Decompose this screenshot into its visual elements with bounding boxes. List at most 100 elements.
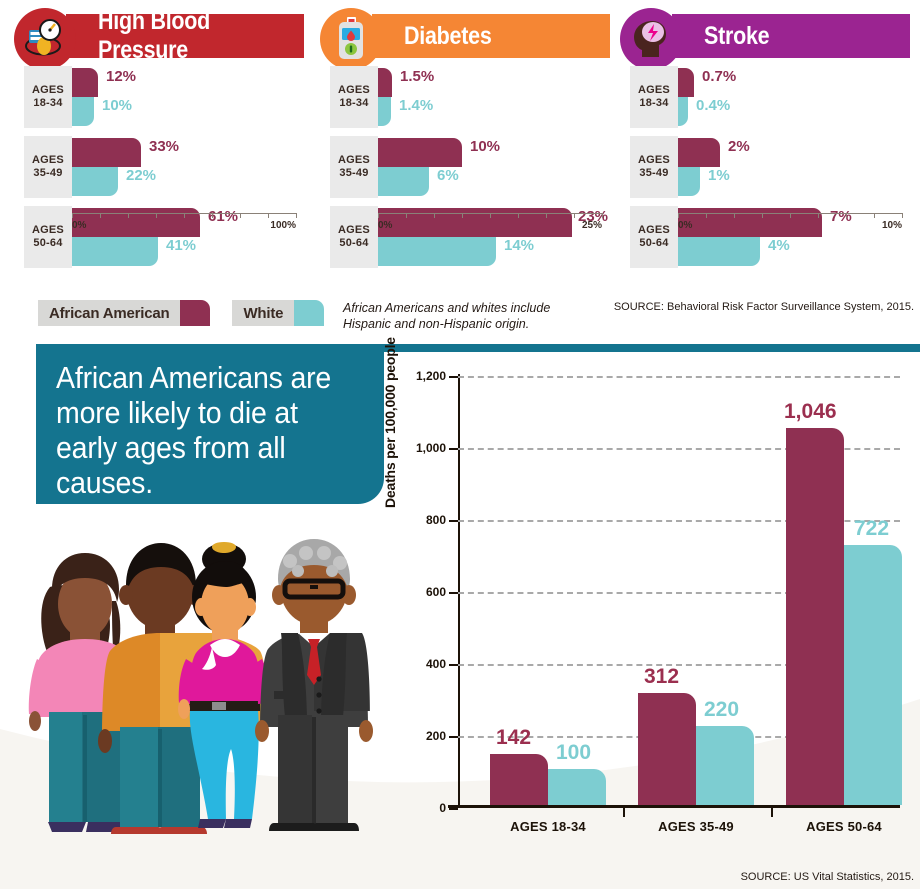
bar-white: [378, 237, 496, 266]
chart-ytick-label: 200: [425, 729, 446, 743]
bar-holder: 61% 41%: [72, 206, 304, 268]
panel-axis: 0% 100%: [72, 213, 297, 237]
axis-min-label: 0%: [378, 220, 393, 231]
person-man-suit: [255, 539, 373, 831]
bar-holder: 33% 22%: [72, 136, 304, 198]
bar-white: [678, 167, 700, 196]
bar-group: AGES 50-64 61% 41%: [14, 206, 304, 268]
chart-xgroup-label: AGES 35-49: [658, 819, 734, 834]
panel-stroke: Stroke AGES 18-34 0.7: [620, 8, 910, 290]
panel-title-bar: High Blood Pressure: [66, 7, 304, 64]
legend-item-african-american: African American: [38, 300, 211, 326]
panel-title-bar: Diabetes: [372, 14, 610, 58]
age-label: AGES 18-34: [630, 66, 678, 128]
age-range: 50-64: [33, 237, 63, 249]
bar-value-white: 4%: [768, 237, 790, 254]
bar-holder: 7% 4%: [678, 206, 910, 268]
panel-axis: 0% 10%: [678, 213, 903, 237]
axis-max-label: 100%: [270, 220, 296, 231]
panel-axis: 0% 25%: [378, 213, 603, 237]
chart-bar-white: [548, 769, 606, 805]
panel-header: Diabetes: [320, 8, 610, 70]
bar-group: AGES 35-49 10% 6%: [320, 136, 610, 198]
bar-value-african-american: 12%: [106, 68, 137, 85]
legend-label: White: [232, 300, 295, 326]
chart-xgroup-label: AGES 50-64: [806, 819, 882, 834]
age-word: AGES: [638, 154, 670, 166]
age-range: 50-64: [339, 237, 369, 249]
panel-header: Stroke: [620, 8, 910, 70]
bar-african-american: [678, 138, 720, 167]
bar-group: AGES 18-34 12% 10%: [14, 66, 304, 128]
bar-value-african-american: 1.5%: [400, 68, 435, 85]
bar-value-white: 10%: [102, 97, 133, 114]
mortality-section: African Americans are more likely to die…: [0, 337, 920, 889]
panel-title-bar: Stroke: [672, 14, 910, 58]
bar-value-african-american: 2%: [728, 138, 750, 155]
mortality-bar-chart: Deaths per 100,000 people 0 200 400 600 …: [382, 337, 910, 858]
bar-white: [678, 97, 688, 126]
age-word: AGES: [338, 224, 370, 236]
chart-bar-value-african-american: 142: [496, 726, 532, 749]
bar-group: AGES 35-49 2% 1%: [620, 136, 910, 198]
bar-group: AGES 50-64 23% 14%: [320, 206, 610, 268]
age-word: AGES: [338, 154, 370, 166]
bar-holder: 1.5% 1.4%: [378, 66, 610, 128]
source-note-top: SOURCE: Behavioral Risk Factor Surveilla…: [613, 301, 914, 313]
bar-white: [678, 237, 760, 266]
age-range: 18-34: [639, 97, 669, 109]
bar-white: [72, 237, 158, 266]
chart-ytick-label: 1,200: [415, 369, 446, 383]
bar-value-african-american: 61%: [208, 208, 239, 225]
headline-box: African Americans are more likely to die…: [36, 344, 384, 504]
chart-y-axis-label: Deaths per 100,000 people: [382, 337, 398, 508]
bar-value-african-american: 10%: [470, 138, 501, 155]
bar-african-american: [72, 68, 98, 97]
bar-african-american: [678, 208, 822, 237]
bar-group: AGES 35-49 33% 22%: [14, 136, 304, 198]
bar-value-white: 1.4%: [399, 97, 434, 114]
age-label: AGES 35-49: [630, 136, 678, 198]
conditions-section: High Blood Pressure AGES 18: [0, 0, 920, 344]
age-range: 50-64: [639, 237, 669, 249]
bar-value-white: 14%: [504, 237, 535, 254]
age-word: AGES: [32, 224, 64, 236]
chart-x-axis-line: [448, 805, 900, 808]
chart-bar-value-african-american: 312: [644, 665, 680, 688]
chart-bar-value-white: 722: [854, 517, 890, 540]
age-label: AGES 35-49: [24, 136, 72, 198]
legend: African American White: [38, 300, 325, 326]
legend-swatch-african-american: [180, 300, 211, 326]
chart-bar-african-american: [786, 428, 844, 805]
panel-bars: AGES 18-34 0.7% 0.4% AGES 35-49: [620, 66, 910, 268]
bar-value-african-american: 7%: [830, 208, 852, 225]
chart-y-axis-line: [458, 374, 460, 808]
bar-value-african-american: 0.7%: [702, 68, 737, 85]
bar-white: [378, 167, 429, 196]
legend-swatch-white: [294, 300, 325, 326]
source-note-bottom: SOURCE: US Vital Statistics, 2015.: [740, 871, 914, 883]
chart-ytick-label: 1,000: [415, 441, 446, 455]
bar-holder: 0.7% 0.4%: [678, 66, 910, 128]
background-swoosh: [0, 659, 920, 889]
chart-bar-white: [696, 726, 754, 805]
person-woman-magenta: [178, 542, 277, 828]
panel-title: High Blood Pressure: [98, 7, 211, 64]
age-word: AGES: [638, 84, 670, 96]
footnote: African Americans and whites include His…: [343, 301, 551, 331]
axis-min-label: 0%: [72, 220, 87, 231]
panel-title: Stroke: [704, 21, 770, 50]
bar-white: [72, 97, 94, 126]
bar-value-white: 41%: [166, 237, 197, 254]
chart-ytick-label: 600: [425, 585, 446, 599]
bar-group: AGES 50-64 7% 4%: [620, 206, 910, 268]
chart-bar-value-african-american: 1,046: [784, 400, 837, 423]
panel-diabetes: Diabetes AGES 18-34: [320, 8, 610, 290]
axis-max-label: 25%: [581, 220, 602, 231]
bar-holder: 12% 10%: [72, 66, 304, 128]
age-word: AGES: [638, 224, 670, 236]
bar-holder: 2% 1%: [678, 136, 910, 198]
chart-ytick-label: 400: [425, 657, 446, 671]
chart-bar-african-american: [638, 693, 696, 805]
bar-value-white: 6%: [437, 167, 459, 184]
